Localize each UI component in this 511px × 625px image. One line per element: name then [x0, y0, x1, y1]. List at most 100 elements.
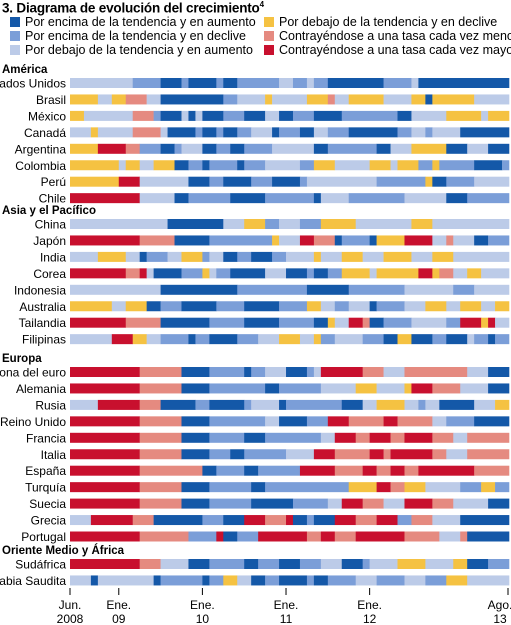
heatmap-segment [446, 449, 468, 460]
heatmap-segment [244, 219, 266, 229]
heatmap-segment [286, 515, 294, 526]
heatmap-segment [272, 251, 287, 262]
heatmap-segment [467, 449, 510, 460]
row-label: Suecia [29, 497, 66, 511]
heatmap-segment [244, 110, 266, 121]
heatmap-segment [446, 235, 454, 246]
row-label: Zona del euro [0, 366, 66, 380]
heatmap-segment [125, 160, 140, 171]
heatmap-segment [237, 575, 252, 586]
heatmap-segment [286, 449, 315, 460]
heatmap-segment [70, 268, 127, 279]
heatmap-segment [160, 559, 189, 569]
heatmap-segment [334, 531, 356, 542]
heatmap-segment [292, 498, 329, 509]
legend-swatch [10, 31, 20, 41]
heatmap-segment [139, 160, 154, 171]
heatmap-segment [355, 432, 370, 443]
heatmap-segment [279, 127, 301, 138]
group-header: Europa [2, 353, 42, 365]
heatmap-segment [411, 317, 447, 328]
heatmap-segment [251, 399, 280, 410]
heatmap-segment [383, 334, 398, 345]
heatmap-segment [265, 416, 280, 427]
heatmap-segment [90, 575, 99, 586]
heatmap-segment [272, 94, 308, 105]
heatmap-segment [209, 399, 245, 410]
heatmap-segment [474, 94, 510, 105]
heatmap-segment [146, 251, 168, 262]
heatmap-segment [348, 193, 405, 204]
heatmap-segment [292, 110, 315, 121]
heatmap-segment [70, 317, 127, 328]
heatmap-segment [299, 219, 322, 229]
heatmap-segment [397, 334, 412, 345]
heatmap-segment [397, 559, 426, 569]
heatmap-segment [425, 559, 454, 569]
heatmap-segment [230, 449, 245, 460]
heatmap-segment [334, 317, 350, 328]
heatmap-segment [202, 515, 224, 526]
heatmap-segment [474, 284, 510, 295]
heatmap-segment [306, 575, 315, 586]
heatmap-segment [495, 399, 510, 410]
legend-label: Por debajo de la tendencia y en aumento [25, 43, 253, 57]
heatmap-segment [292, 78, 308, 88]
heatmap-segment [97, 143, 127, 154]
heatmap-segment [348, 127, 398, 138]
x-tick-label: 13 [493, 612, 507, 625]
heatmap-segment [397, 416, 433, 427]
heatmap-segment [70, 399, 99, 410]
heatmap-segment [411, 383, 433, 394]
heatmap-segment [341, 268, 370, 279]
heatmap-segment [111, 94, 127, 105]
heatmap-segment [474, 399, 496, 410]
heatmap-segment [125, 317, 161, 328]
heatmap-segment [432, 94, 475, 105]
heatmap-segment [258, 334, 280, 345]
heatmap-segment [132, 110, 154, 121]
row-label: China [35, 218, 67, 232]
row-label: Colombia [15, 159, 66, 173]
heatmap-segment [425, 399, 440, 410]
heatmap-segment [313, 515, 336, 526]
heatmap-segment [327, 143, 377, 154]
heatmap-segment [348, 416, 384, 427]
heatmap-segment [223, 515, 245, 526]
legend-item-above-rising: Por encima de la tendencia y en aumento [10, 15, 256, 29]
heatmap-segment [404, 482, 426, 493]
heatmap-segment [139, 143, 161, 154]
heatmap-segment [327, 268, 343, 279]
heatmap-segment [139, 465, 203, 476]
heatmap-segment [460, 301, 482, 312]
heatmap-segment [209, 482, 252, 493]
legend-label: Por debajo de la tendencia y en declive [279, 15, 498, 29]
heatmap-segment [362, 367, 384, 377]
heatmap-segment [251, 176, 273, 187]
heatmap-segment [174, 160, 189, 171]
heatmap-segment [230, 143, 245, 154]
heatmap-segment [341, 235, 370, 246]
heatmap-segment [376, 235, 405, 246]
heatmap-segment [488, 143, 510, 154]
heatmap-segment [209, 367, 245, 377]
heatmap-segment [495, 317, 510, 328]
heatmap-segment [425, 575, 447, 586]
heatmap-segment [181, 78, 189, 88]
heatmap-segment [216, 143, 231, 154]
heatmap-segment [390, 432, 405, 443]
heatmap-segment [70, 235, 140, 246]
heatmap-segment [299, 235, 315, 246]
heatmap-segment [181, 498, 210, 509]
heatmap-segment [341, 559, 363, 569]
legend-swatch [264, 45, 274, 55]
row-label: España [25, 464, 66, 478]
heatmap-segment [181, 268, 203, 279]
heatmap-segment [188, 531, 217, 542]
heatmap-segment [432, 432, 454, 443]
heatmap-segment [160, 284, 238, 295]
heatmap-segment [355, 219, 412, 229]
heatmap-segment [299, 160, 315, 171]
heatmap-segment [348, 482, 377, 493]
heatmap-segment [425, 94, 433, 105]
